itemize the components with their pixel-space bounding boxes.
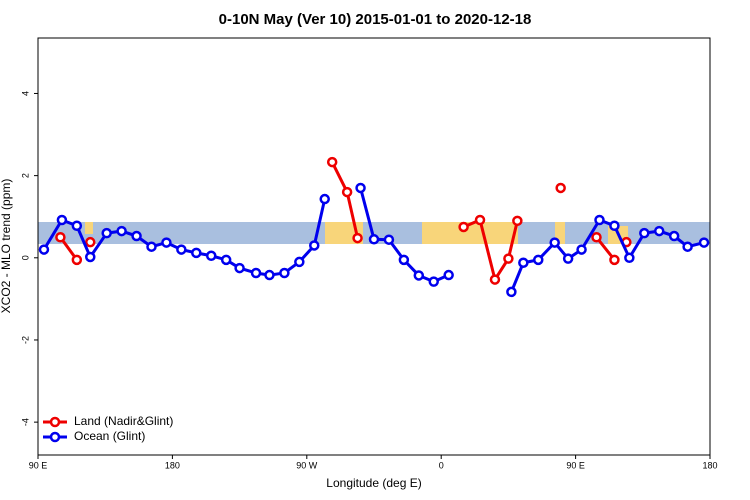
data-point [176, 244, 187, 255]
data-point [653, 225, 665, 237]
data-point [220, 254, 232, 266]
data-point [512, 215, 523, 227]
data-point [352, 232, 363, 244]
data-point [355, 182, 366, 194]
data-point [609, 254, 620, 266]
data-point [131, 230, 142, 242]
data-point [668, 230, 680, 242]
data-point [294, 256, 305, 268]
data-point [549, 237, 560, 248]
data-point [533, 254, 544, 266]
data-point [85, 236, 96, 248]
data-point [55, 232, 66, 243]
y-tick-label: 2 [20, 173, 30, 178]
data-point [146, 241, 157, 252]
x-tick-label: 90 E [566, 460, 585, 470]
y-axis-label: XCO2 - MLO trend (ppm) [0, 179, 13, 314]
data-point [56, 214, 68, 226]
x-tick-label: 180 [702, 460, 717, 470]
data-point [474, 214, 486, 226]
data-point [506, 286, 517, 298]
data-point [562, 253, 574, 264]
data-point [518, 257, 529, 268]
data-point [161, 237, 172, 248]
data-point [279, 267, 290, 279]
chart-title: 0-10N May (Ver 10) 2015-01-01 to 2020-12… [219, 11, 532, 28]
plot-frame [37, 37, 711, 456]
land-patch [422, 222, 518, 244]
data-point [326, 156, 338, 168]
data-point [489, 274, 501, 285]
y-tick-label: -2 [20, 336, 30, 344]
data-point [503, 253, 514, 264]
data-point [682, 241, 693, 252]
map-strip [38, 222, 710, 244]
data-point [698, 237, 710, 248]
y-tick-label: -4 [20, 418, 30, 426]
data-point [458, 221, 469, 233]
legend-label: Ocean (Glint) [74, 429, 145, 443]
data-point [205, 250, 217, 261]
legend-marker [49, 431, 61, 443]
x-tick-label: 180 [165, 460, 180, 470]
data-point [116, 225, 127, 237]
data-point [413, 270, 425, 281]
y-tick-label: 4 [20, 91, 30, 96]
data-point [71, 254, 83, 266]
data-point [368, 234, 380, 245]
land-patch [85, 222, 93, 234]
legend-marker [49, 416, 61, 428]
data-point [309, 240, 320, 251]
data-point [234, 262, 245, 274]
data-point [38, 244, 50, 255]
data-point [85, 251, 96, 263]
data-point [264, 269, 275, 281]
data-point [71, 220, 83, 232]
x-tick-label: 90 W [296, 460, 318, 470]
data-point [591, 232, 602, 243]
data-point [443, 269, 454, 281]
x-tick-label: 0 [439, 460, 444, 470]
data-point [555, 182, 566, 194]
data-point [398, 254, 410, 266]
x-tick-label: 90 E [29, 460, 48, 470]
y-tick-label: 0 [20, 255, 30, 260]
data-point [428, 276, 439, 287]
legend-label: Land (Nadir&Glint) [74, 414, 173, 428]
data-point [594, 214, 605, 226]
data-point [576, 244, 587, 255]
x-axis-label: Longitude (deg E) [326, 476, 421, 490]
data-point [624, 252, 635, 264]
data-point [250, 267, 262, 279]
land-patch [555, 222, 565, 244]
data-point [101, 227, 112, 239]
data-point [639, 227, 650, 239]
data-point [609, 220, 620, 232]
data-point [341, 186, 353, 198]
data-point [383, 234, 395, 245]
data-point [191, 247, 202, 259]
data-point [319, 193, 330, 205]
